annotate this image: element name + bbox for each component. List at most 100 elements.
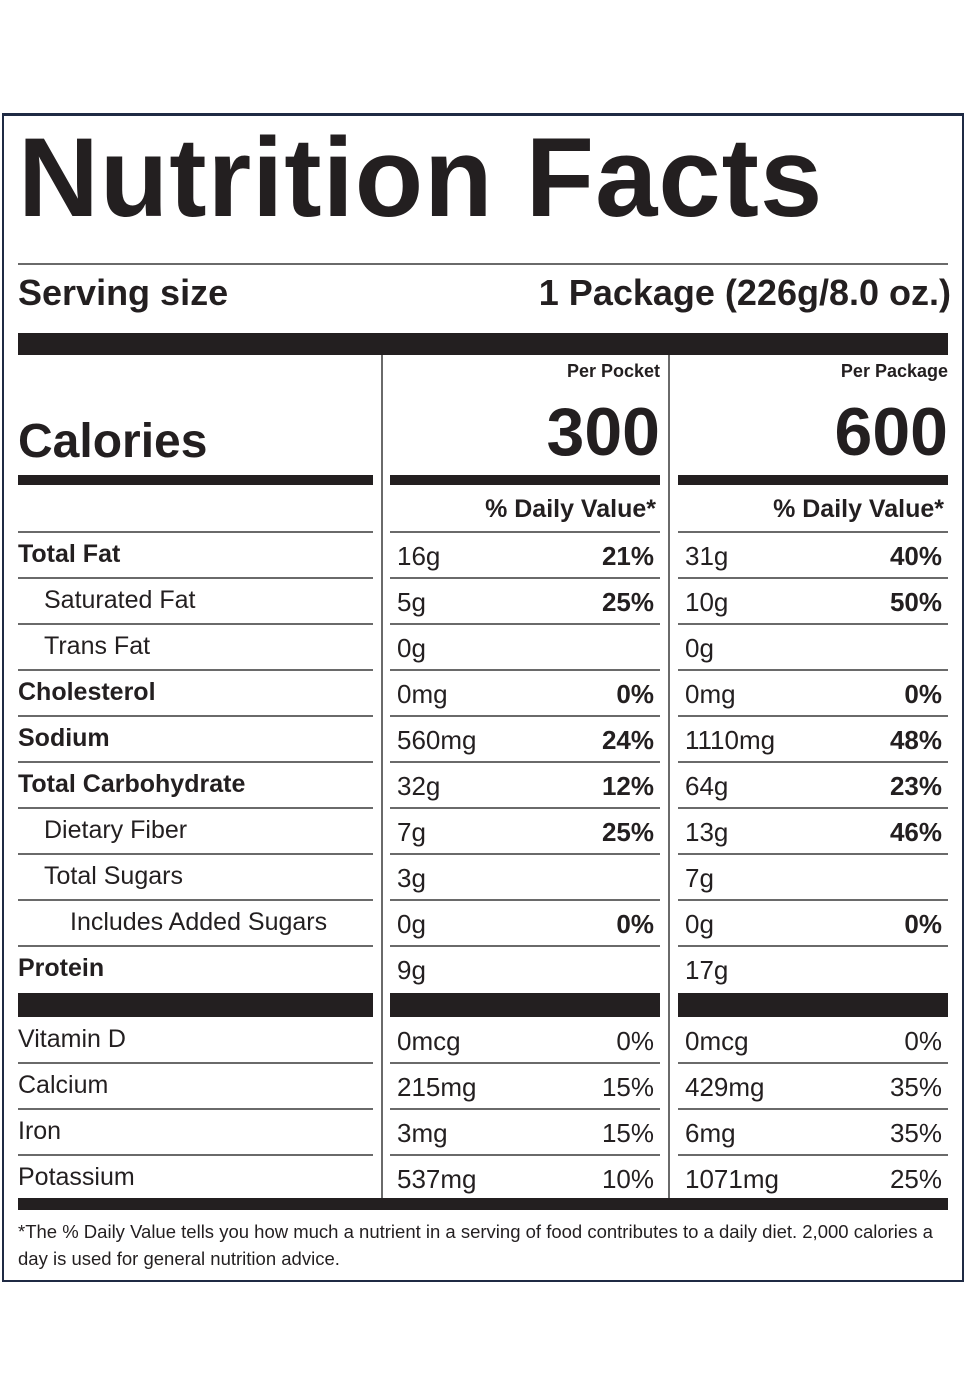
thick-rule xyxy=(18,993,373,1017)
daily-value: 46% xyxy=(889,817,942,847)
daily-value: 23% xyxy=(889,771,942,801)
amount: 6mg xyxy=(685,1118,736,1148)
amount: 0mcg xyxy=(685,1026,749,1056)
rule xyxy=(678,945,948,947)
daily-value: 25% xyxy=(601,817,654,847)
amount: 64g xyxy=(685,771,729,801)
rule xyxy=(18,623,373,625)
rule xyxy=(18,1062,373,1064)
column-heading: Per Package xyxy=(840,361,948,381)
nutrient-name: Calcium xyxy=(18,1071,109,1099)
serving-value: 1 Package (226g/8.0 oz.) xyxy=(538,272,951,313)
rule xyxy=(678,807,948,809)
nutrient-name: Includes Added Sugars xyxy=(70,908,328,936)
amount: 560mg xyxy=(397,725,477,755)
amount: 1110mg xyxy=(685,725,776,755)
rule xyxy=(678,899,948,901)
nutrient-name: Dietary Fiber xyxy=(44,816,188,844)
nutrient-name: Saturated Fat xyxy=(44,586,196,614)
rule xyxy=(18,1154,373,1156)
rule xyxy=(18,531,373,533)
amount: 16g xyxy=(397,541,441,571)
nutrient-name: Cholesterol xyxy=(18,678,156,706)
amount: 13g xyxy=(685,817,729,847)
amount: 31g xyxy=(685,541,729,571)
thick-rule xyxy=(390,993,660,1017)
daily-value: 0% xyxy=(616,679,654,709)
nutrient-name: Total Carbohydrate xyxy=(18,770,246,798)
amount: 0g xyxy=(397,633,426,663)
rule xyxy=(678,577,948,579)
amount: 0g xyxy=(685,633,714,663)
daily-value: 21% xyxy=(601,541,654,571)
daily-value: 35% xyxy=(889,1118,942,1148)
amount: 3mg xyxy=(397,1118,448,1148)
rule xyxy=(18,761,373,763)
amount: 0mg xyxy=(685,679,736,709)
rule xyxy=(390,945,660,947)
amount: 215mg xyxy=(397,1072,477,1102)
rule xyxy=(390,1062,660,1064)
nutrient-name: Total Fat xyxy=(18,540,121,568)
amount: 3g xyxy=(397,863,426,893)
nutrient-name: Iron xyxy=(18,1117,62,1145)
rule xyxy=(18,715,373,717)
daily-value: 40% xyxy=(889,541,942,571)
serving-label: Serving size xyxy=(18,272,229,313)
rule xyxy=(390,899,660,901)
daily-value: 12% xyxy=(601,771,654,801)
thick-rule xyxy=(18,333,948,355)
rule xyxy=(390,577,660,579)
amount: 0mg xyxy=(397,679,448,709)
daily-value: 25% xyxy=(889,1164,942,1194)
column-divider xyxy=(668,355,670,1198)
nutrient-name: Trans Fat xyxy=(44,632,151,660)
amount: 7g xyxy=(685,863,714,893)
daily-value: 15% xyxy=(601,1072,654,1102)
dv-heading: % Daily Value* xyxy=(485,495,656,523)
daily-value: 0% xyxy=(616,909,654,939)
rule xyxy=(18,577,373,579)
daily-value: 25% xyxy=(601,587,654,617)
thick-rule xyxy=(18,475,373,485)
title: Nutrition Facts xyxy=(18,115,824,240)
thick-rule xyxy=(678,993,948,1017)
daily-value: 0% xyxy=(904,679,942,709)
thick-rule xyxy=(678,475,948,485)
rule xyxy=(678,531,948,533)
nutrient-name: Potassium xyxy=(18,1163,135,1191)
nutrient-name: Protein xyxy=(18,954,105,982)
daily-value: 24% xyxy=(601,725,654,755)
amount: 7g xyxy=(397,817,426,847)
rule xyxy=(390,807,660,809)
column-heading: Per Pocket xyxy=(566,361,660,381)
rule xyxy=(18,945,373,947)
calories-value: 600 xyxy=(834,394,948,470)
rule xyxy=(390,669,660,671)
rule xyxy=(390,531,660,533)
daily-value: 15% xyxy=(601,1118,654,1148)
rule xyxy=(678,1062,948,1064)
amount: 0mcg xyxy=(397,1026,461,1056)
rule xyxy=(678,1154,948,1156)
rule xyxy=(678,1108,948,1110)
daily-value: 50% xyxy=(889,587,942,617)
daily-value: 0% xyxy=(616,1026,654,1056)
rule xyxy=(678,623,948,625)
amount: 537mg xyxy=(397,1164,477,1194)
thick-rule xyxy=(390,475,660,485)
daily-value: 10% xyxy=(601,1164,654,1194)
rule xyxy=(390,623,660,625)
rule xyxy=(18,263,948,265)
rule xyxy=(678,715,948,717)
daily-value: 48% xyxy=(889,725,942,755)
amount: 0g xyxy=(397,909,426,939)
rule xyxy=(390,1108,660,1110)
daily-value: 35% xyxy=(889,1072,942,1102)
nutrient-name: Vitamin D xyxy=(18,1025,126,1053)
thick-rule xyxy=(18,1198,948,1210)
footnote: *The % Daily Value tells you how much a … xyxy=(18,1221,933,1269)
amount: 0g xyxy=(685,909,714,939)
amount: 1071mg xyxy=(685,1164,779,1194)
